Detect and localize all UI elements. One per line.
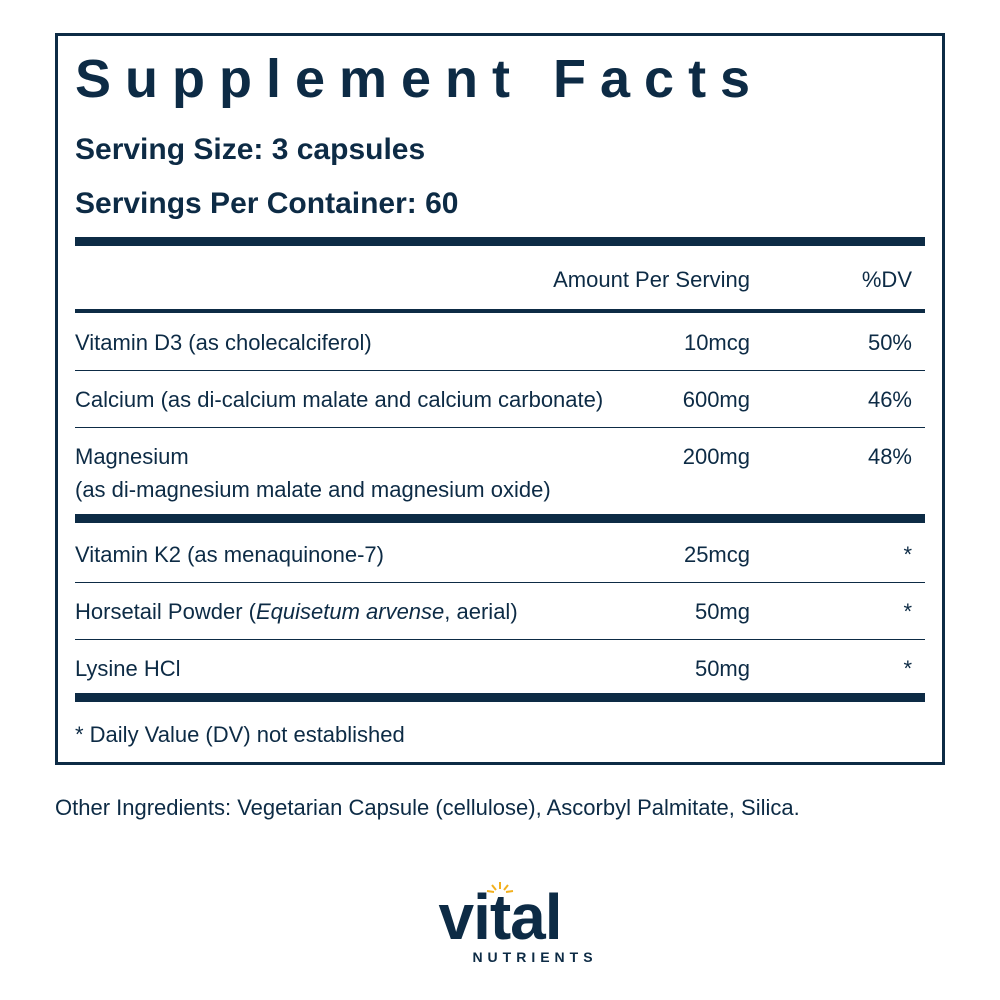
servings-per-container: Servings Per Container: 60 [75, 187, 459, 220]
name-part: Equisetum arvense [255, 599, 445, 624]
name-part: , aerial) [444, 599, 518, 624]
name-part: Lysine HCl [75, 656, 181, 681]
daily-value: * [903, 656, 912, 681]
daily-value: 48% [867, 444, 912, 469]
ingredient-name: Vitamin K2 (as menaquinone-7) [75, 542, 384, 568]
thin-rule [75, 370, 925, 371]
name-part: Horsetail Powder ( [75, 599, 256, 624]
thin-rule [75, 582, 925, 583]
amount: 200mg [682, 444, 750, 469]
facts-box [55, 33, 945, 765]
name-part: Magnesium [75, 444, 189, 469]
ingredient-name: Vitamin D3 (as cholecalciferol) [75, 330, 372, 356]
brand-name: vital [438, 881, 562, 953]
amount: 50mg [694, 599, 750, 624]
name-part: Vitamin D3 (as cholecalciferol) [75, 330, 372, 355]
name-part: Calcium (as di-calcium malate and calciu… [75, 387, 604, 412]
other-ingredients: Other Ingredients: Vegetarian Capsule (c… [55, 795, 800, 820]
daily-value: * [903, 542, 912, 567]
thick-rule [75, 514, 925, 523]
daily-value: 50% [867, 330, 912, 355]
sun-icon [486, 882, 514, 893]
thick-rule [75, 693, 925, 702]
name-part: Vitamin K2 (as menaquinone-7) [75, 542, 384, 567]
header-amount: Amount Per Serving [553, 267, 750, 292]
daily-value: * [903, 599, 912, 624]
medium-rule [75, 309, 925, 313]
ingredient-name: Calcium (as di-calcium malate and calciu… [75, 387, 603, 413]
ingredient-name: Magnesium [75, 444, 189, 470]
ingredient-name: (as di-magnesium malate and magnesium ox… [75, 477, 551, 503]
header-dv: %DV [861, 267, 912, 292]
amount: 25mcg [683, 542, 750, 567]
footnote: * Daily Value (DV) not established [75, 722, 405, 747]
daily-value: 46% [867, 387, 912, 412]
amount: 600mg [682, 387, 750, 412]
brand-tagline: NUTRIENTS [472, 949, 598, 965]
title: Supplement Facts [75, 49, 765, 109]
thin-rule [75, 639, 925, 640]
thick-rule [75, 237, 925, 246]
ingredient-name: Lysine HCl [75, 656, 181, 682]
name-part: (as di-magnesium malate and magnesium ox… [75, 477, 551, 502]
amount: 50mg [694, 656, 750, 681]
amount: 10mcg [683, 330, 750, 355]
serving-size: Serving Size: 3 capsules [75, 133, 426, 166]
ingredient-name: Horsetail Powder (Equisetum arvense, aer… [75, 599, 518, 625]
thin-rule [75, 427, 925, 428]
